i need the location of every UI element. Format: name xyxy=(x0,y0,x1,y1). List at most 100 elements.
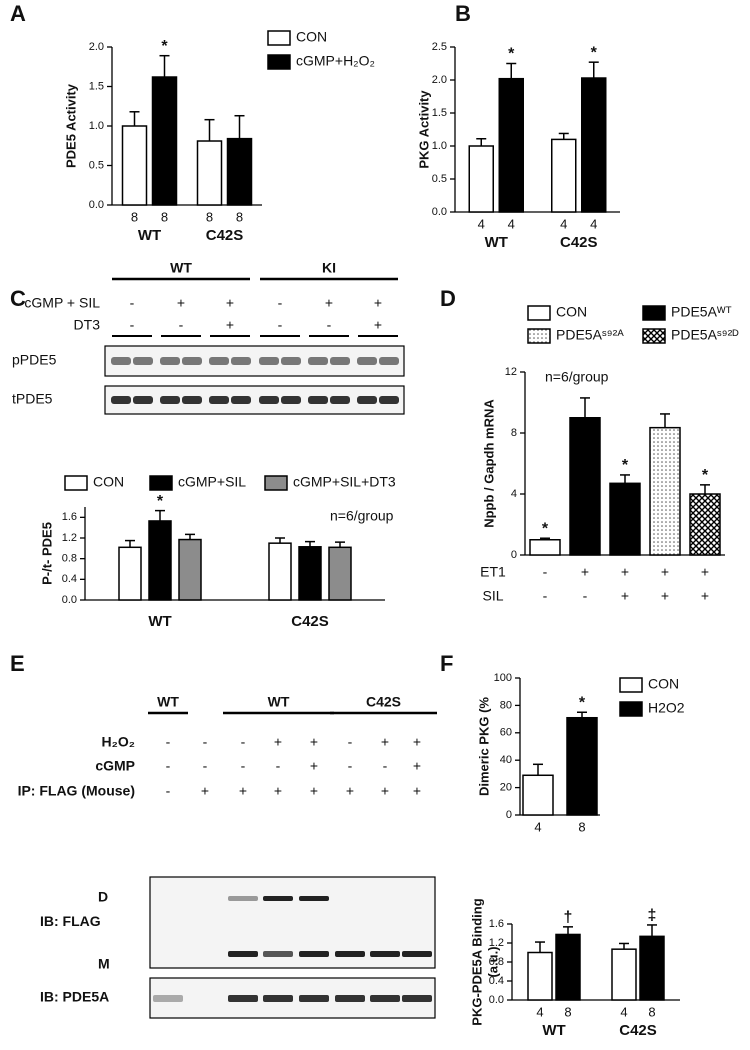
legend-swatch xyxy=(642,328,666,344)
legend-label: PDE5Aˢ⁹²ᴰ xyxy=(671,327,739,343)
y-tick-label: 2.0 xyxy=(89,41,104,53)
blot-label: pPDE5 xyxy=(12,352,57,368)
bar xyxy=(151,76,178,206)
row-value: + xyxy=(310,758,318,774)
x-tick-label: C42S xyxy=(560,234,598,251)
legend-swatch xyxy=(619,677,643,693)
row-value: - xyxy=(543,564,548,580)
legend-label: CON xyxy=(93,474,124,490)
bar xyxy=(268,542,292,601)
y-axis-label: Nppb / Gapdh mRNA xyxy=(481,399,496,528)
y-tick-label: 80 xyxy=(500,699,512,711)
blot-band xyxy=(370,995,400,1002)
legend-swatch xyxy=(267,54,291,70)
blot-band xyxy=(228,995,258,1002)
row-value: + xyxy=(310,783,318,799)
bar xyxy=(468,145,494,213)
y-tick-label: 0.8 xyxy=(62,553,77,565)
legend-swatch xyxy=(264,475,288,491)
row-value: - xyxy=(166,758,171,774)
y-tick-label: 0.5 xyxy=(89,159,104,171)
y-axis-label: PKG Activity xyxy=(416,90,431,169)
significance-marker: * xyxy=(542,520,549,537)
row-value: + xyxy=(661,588,669,604)
group-label: C42S xyxy=(366,694,401,710)
blot-label: IB: PDE5A xyxy=(40,989,109,1005)
blot-band xyxy=(182,357,202,365)
row-value: - xyxy=(130,317,135,333)
y-tick-label: 0.8 xyxy=(489,956,504,968)
bar xyxy=(121,125,148,206)
row-value: - xyxy=(179,317,184,333)
x-tick-label: WT xyxy=(148,613,171,630)
blot-band xyxy=(402,951,432,957)
row-value: + xyxy=(226,295,234,311)
legend-label: CON xyxy=(648,676,679,692)
panel-label: C xyxy=(10,286,26,311)
blot-marker: D xyxy=(98,889,108,905)
row-label: SIL xyxy=(482,588,503,604)
blot-band xyxy=(153,995,183,1002)
bar xyxy=(551,138,577,213)
significance-marker: * xyxy=(508,46,515,63)
row-label: DT3 xyxy=(74,317,101,333)
group-label: WT xyxy=(170,260,192,276)
legend-swatch xyxy=(267,30,291,46)
bar xyxy=(178,538,202,601)
bar xyxy=(498,77,524,213)
row-value: + xyxy=(621,588,629,604)
blot-band xyxy=(182,396,202,404)
row-value: + xyxy=(661,564,669,580)
y-tick-label: 40 xyxy=(500,754,512,766)
row-value: - xyxy=(130,295,135,311)
blot-band xyxy=(209,357,229,365)
blot-band xyxy=(308,357,328,365)
legend-label: CON xyxy=(556,304,587,320)
n-label: 8 xyxy=(648,1004,655,1019)
n-label: 4 xyxy=(534,819,541,834)
blot-band xyxy=(335,995,365,1002)
blot-band xyxy=(263,995,293,1002)
row-label: IP: FLAG (Mouse) xyxy=(18,783,135,799)
blot-band xyxy=(111,357,131,365)
blot-band xyxy=(281,357,301,365)
significance-marker: * xyxy=(157,493,164,510)
blot-band xyxy=(111,396,131,404)
bar xyxy=(566,716,598,816)
legend-label: PDE5Aᵂᵀ xyxy=(671,304,732,320)
blot-band xyxy=(379,357,399,365)
y-tick-label: 1.5 xyxy=(89,80,104,92)
y-tick-label: 0 xyxy=(506,809,512,821)
y-axis-label: Dimeric PKG (% xyxy=(476,697,491,796)
row-value: - xyxy=(241,734,246,750)
y-tick-label: 0.0 xyxy=(89,199,104,211)
y-tick-label: 4 xyxy=(511,488,517,500)
panel-label: A xyxy=(10,1,26,26)
bar xyxy=(328,546,352,601)
y-tick-label: 1.0 xyxy=(432,140,447,152)
y-tick-label: 0.0 xyxy=(62,594,77,606)
y-tick-label: 0.4 xyxy=(489,975,504,987)
x-tick-label: C42S xyxy=(291,613,329,630)
blot-band xyxy=(335,951,365,957)
y-tick-label: 100 xyxy=(494,672,512,684)
blot-band xyxy=(370,951,400,957)
significance-marker: * xyxy=(622,457,629,474)
blot-band xyxy=(160,357,180,365)
y-tick-label: 1.6 xyxy=(489,918,504,930)
row-value: + xyxy=(226,317,234,333)
row-value: - xyxy=(348,758,353,774)
n-label: 4 xyxy=(620,1004,627,1019)
row-label: cGMP xyxy=(95,758,135,774)
row-value: + xyxy=(381,783,389,799)
n-label: 8 xyxy=(161,209,168,224)
significance-marker: * xyxy=(591,44,598,61)
bar xyxy=(689,493,721,556)
blot-band xyxy=(263,951,293,957)
y-tick-label: 60 xyxy=(500,727,512,739)
row-value: - xyxy=(543,588,548,604)
n-label: 8 xyxy=(236,209,243,224)
row-value: + xyxy=(581,564,589,580)
blot-band xyxy=(231,396,251,404)
